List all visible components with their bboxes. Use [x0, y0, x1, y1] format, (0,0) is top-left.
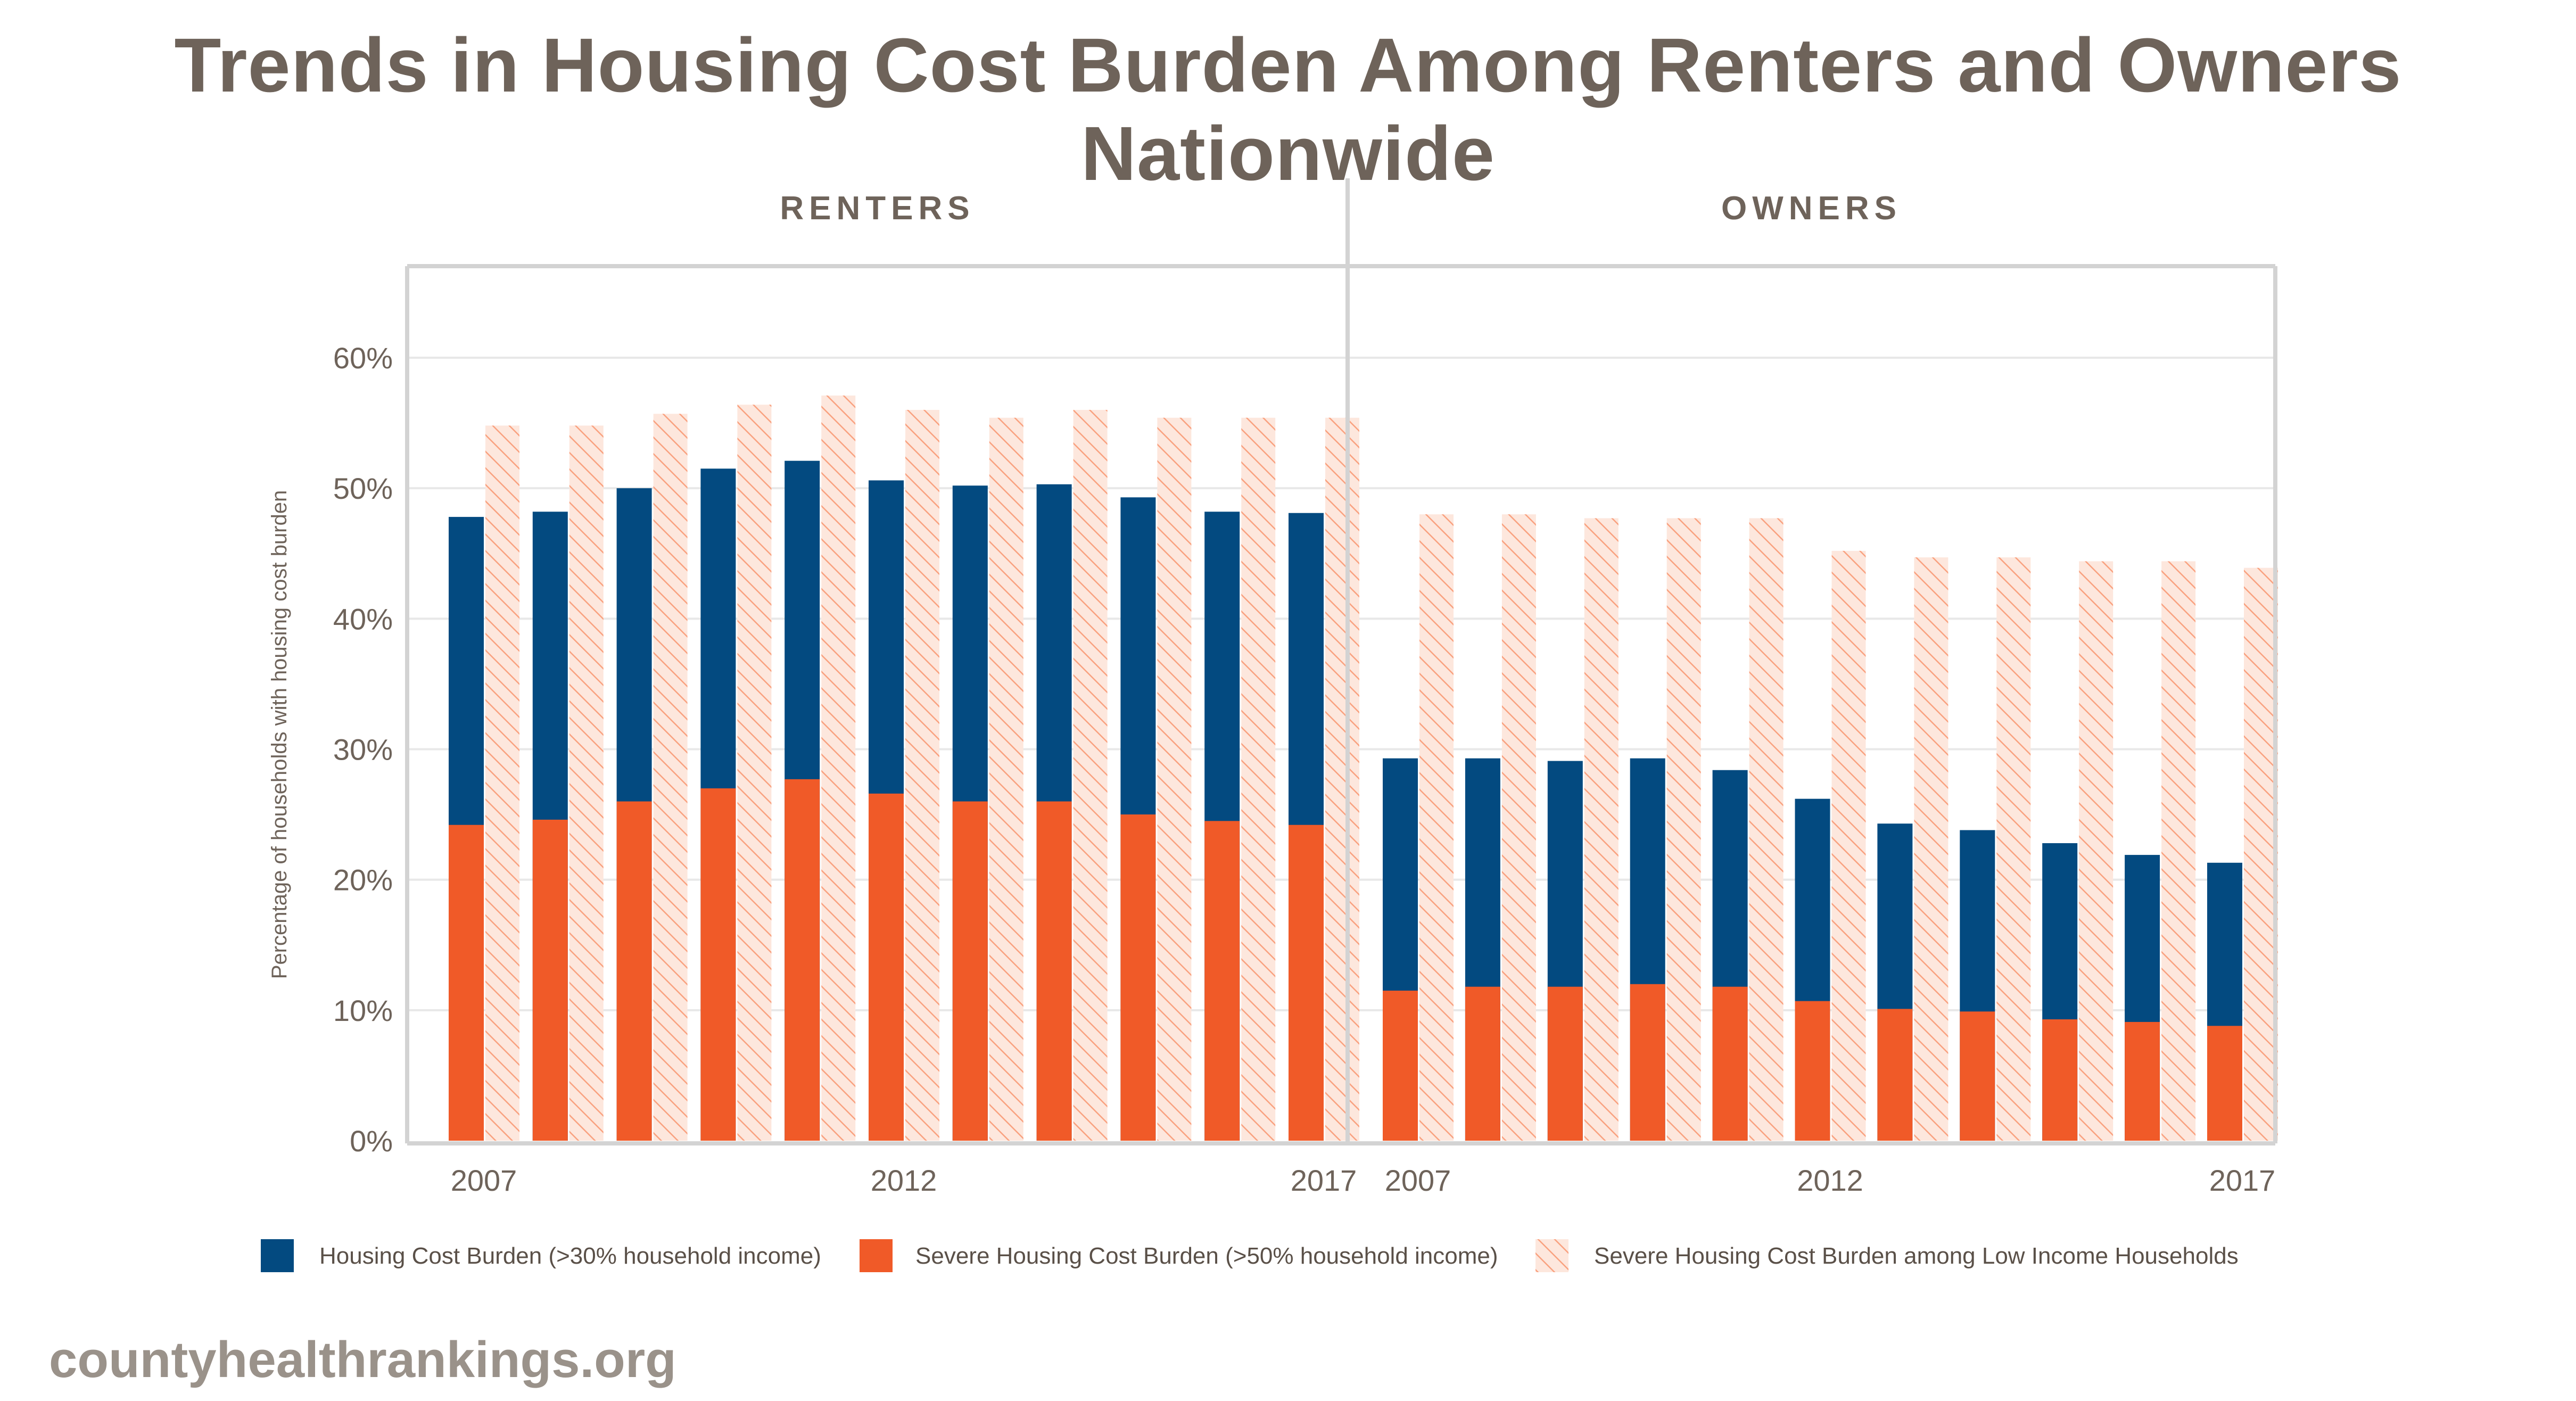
bar-severe-burden — [2125, 1021, 2160, 1141]
bar-severe-burden — [1630, 984, 1665, 1141]
y-tick-label: 40% — [333, 602, 393, 636]
bar-severe-burden — [869, 793, 904, 1141]
bar-severe-burden — [1877, 1009, 1913, 1141]
y-tick-label: 0% — [350, 1124, 393, 1158]
y-tick-label: 10% — [333, 994, 393, 1027]
bar-low-income — [653, 414, 688, 1141]
y-tick-label: 60% — [333, 341, 393, 375]
bar-severe-burden — [449, 825, 484, 1141]
chart-title: Trends in Housing Cost Burden Among Rent… — [174, 22, 2402, 196]
bar-low-income — [569, 425, 604, 1141]
bar-low-income — [1914, 557, 1948, 1141]
labels-layer: 0% 10% 20% 30% 40% 50% 60% 2007 2012 2017 RENTERS 2… — [268, 190, 2275, 1197]
x-tick-label: 2017 — [2209, 1164, 2276, 1197]
x-tick-label: 2017 — [1291, 1164, 1357, 1197]
bar-low-income — [2244, 567, 2278, 1141]
bar-severe-burden — [785, 779, 820, 1141]
x-tick-label: 2012 — [1797, 1164, 1863, 1197]
x-tick-label: 2007 — [451, 1164, 517, 1197]
bar-severe-burden — [1795, 1001, 1830, 1141]
bar-low-income — [1325, 417, 1359, 1141]
bar-severe-burden — [532, 819, 568, 1141]
bar-severe-burden — [1204, 821, 1240, 1141]
bar-severe-burden — [2042, 1019, 2078, 1141]
bar-severe-burden — [616, 801, 652, 1141]
legend-swatch — [1535, 1239, 1568, 1272]
bar-severe-burden — [1036, 801, 1072, 1141]
panel-label: RENTERS — [780, 190, 975, 227]
bar-severe-burden — [1547, 986, 1583, 1141]
x-tick-label: 2012 — [871, 1164, 937, 1197]
bar-severe-burden — [1120, 814, 1156, 1141]
bar-low-income — [989, 417, 1023, 1141]
bar-low-income — [1073, 410, 1108, 1141]
bar-severe-burden — [700, 788, 736, 1141]
bar-low-income — [485, 425, 519, 1141]
x-tick-label: 2007 — [1385, 1164, 1451, 1197]
legend-label: Housing Cost Burden (>30% household inco… — [319, 1243, 821, 1269]
bar-low-income — [1241, 417, 1276, 1141]
bar-severe-burden — [2207, 1026, 2242, 1141]
legend-swatch — [860, 1239, 893, 1272]
bar-low-income — [1584, 518, 1619, 1141]
frame-layer — [405, 178, 2277, 1145]
bar-severe-burden — [1712, 986, 1748, 1141]
y-tick-label: 50% — [333, 472, 393, 505]
bar-low-income — [1501, 514, 1536, 1141]
bar-low-income — [905, 410, 939, 1141]
bar-low-income — [2079, 561, 2113, 1141]
y-axis-title: Percentage of households with housing co… — [268, 490, 291, 979]
bar-low-income — [737, 405, 772, 1141]
bar-severe-burden — [1383, 991, 1418, 1141]
bar-severe-burden — [1465, 986, 1500, 1141]
bar-low-income — [821, 395, 856, 1141]
legend-label: Severe Housing Cost Burden (>50% househo… — [915, 1243, 1498, 1269]
y-tick-label: 20% — [333, 863, 393, 897]
legend-layer: Housing Cost Burden (>30% household inco… — [261, 1239, 2239, 1272]
bars-layer — [449, 395, 2278, 1141]
source-footer: countyhealthrankings.org — [49, 1331, 676, 1388]
bar-low-income — [1666, 518, 1701, 1141]
bar-severe-burden — [1960, 1011, 1995, 1141]
bar-severe-burden — [1289, 825, 1324, 1141]
bar-low-income — [1749, 518, 1784, 1141]
legend-swatch — [261, 1239, 294, 1272]
bar-severe-burden — [952, 801, 988, 1141]
panel-label: OWNERS — [1721, 190, 1902, 227]
legend-label: Severe Housing Cost Burden among Low Inc… — [1594, 1243, 2239, 1269]
y-tick-label: 30% — [333, 733, 393, 767]
bar-low-income — [1419, 514, 1454, 1141]
bar-low-income — [1831, 550, 1866, 1141]
bar-low-income — [2161, 561, 2196, 1141]
bar-low-income — [1157, 417, 1192, 1141]
bar-low-income — [1996, 557, 2031, 1141]
